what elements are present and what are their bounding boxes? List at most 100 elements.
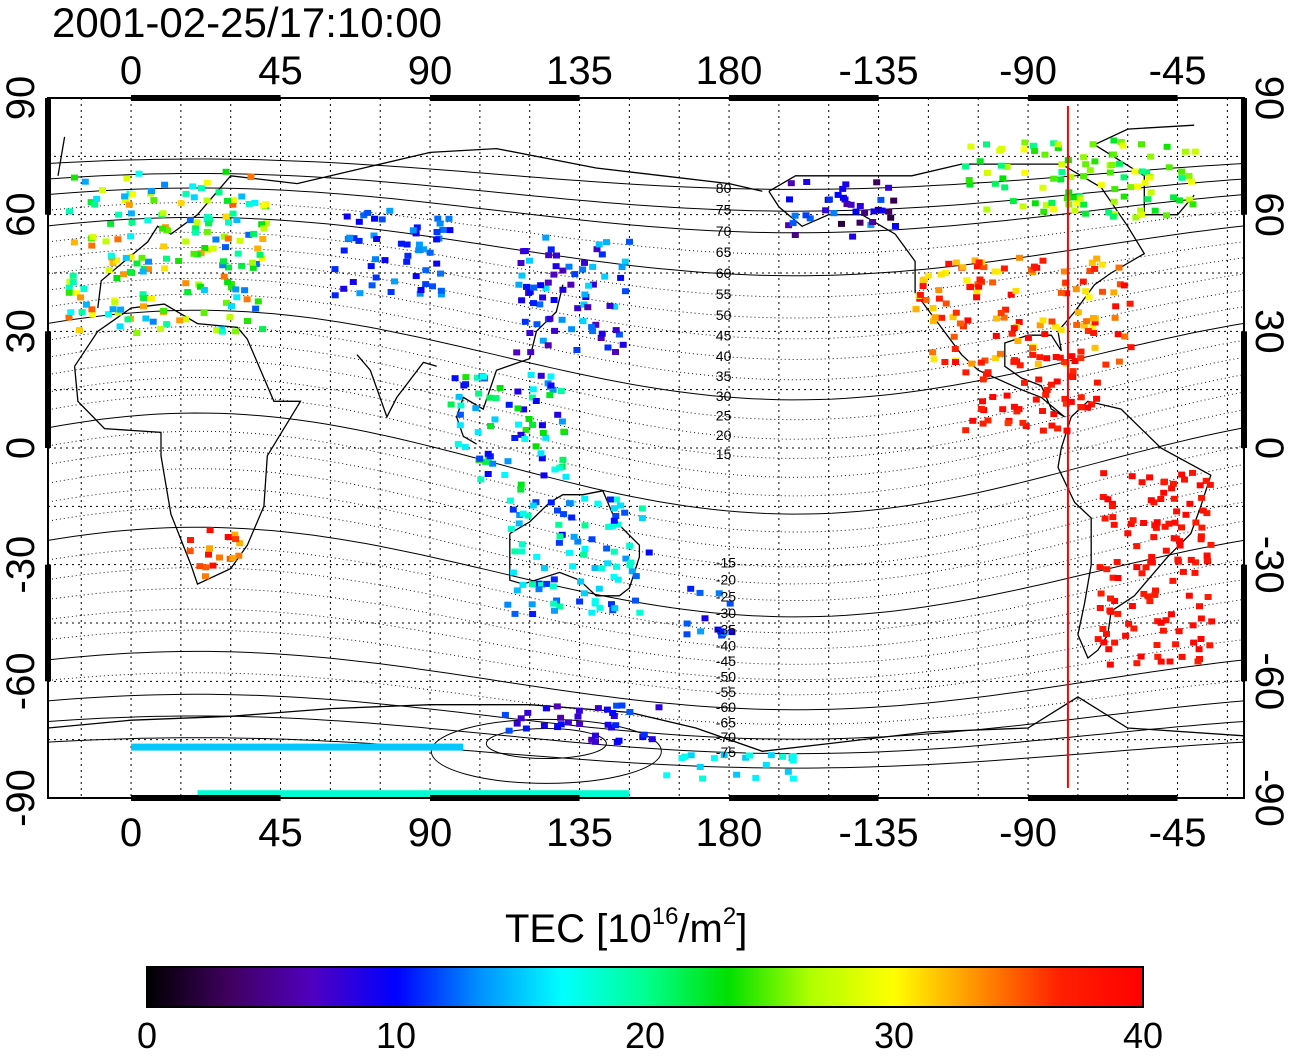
tec-cell: [580, 590, 588, 597]
tec-cell: [1096, 564, 1104, 571]
tec-cell: [977, 405, 985, 412]
tec-cell: [941, 359, 949, 365]
tec-cell: [789, 757, 797, 764]
tec-cell: [589, 281, 597, 288]
tec-cell: [1016, 254, 1023, 261]
bottom-axis-label: 45: [258, 811, 303, 855]
tec-cell: [129, 191, 136, 198]
tec-cell: [1138, 141, 1145, 148]
tec-cell: [618, 702, 626, 709]
tec-cell: [477, 476, 485, 483]
frame-bar-left: [45, 98, 51, 215]
tec-cell: [1120, 282, 1128, 289]
tec-cell: [1143, 169, 1151, 176]
tec-cell: [1208, 618, 1216, 625]
tec-cell: [559, 267, 567, 274]
tec-cell: [632, 597, 639, 604]
tec-cell: [249, 259, 256, 266]
tec-cell: [1077, 348, 1085, 355]
tec-cell: [1198, 494, 1206, 501]
tec-cell: [521, 318, 529, 325]
tec-cell: [426, 249, 434, 256]
tec-cell: [1116, 160, 1123, 167]
tec-cell: [456, 411, 464, 418]
tec-cell: [1021, 169, 1029, 176]
tec-cell: [451, 375, 459, 382]
tec-cell: [370, 232, 378, 239]
tec-cell: [530, 300, 537, 307]
tec-cell: [526, 257, 533, 264]
tec-cell: [224, 279, 232, 286]
tec-cell: [190, 194, 198, 201]
tec-cell: [632, 573, 640, 580]
mlat-label: 55: [716, 286, 732, 302]
tec-cell: [989, 394, 997, 400]
tec-cell: [544, 342, 552, 349]
tec-cell: [189, 183, 197, 190]
tec-cell: [1002, 306, 1010, 313]
tec-cell: [962, 369, 970, 376]
tec-cell: [997, 162, 1005, 169]
tec-cell: [564, 719, 572, 726]
tec-cell: [1091, 319, 1099, 326]
right-axis-label: -90: [1247, 769, 1291, 827]
tec-cell: [1157, 658, 1165, 665]
tec-cell: [610, 574, 618, 580]
tec-cell: [437, 270, 444, 277]
tec-cell: [1144, 593, 1152, 600]
tec-cell: [1070, 194, 1078, 201]
tec-cell: [526, 288, 534, 295]
tec-cell: [176, 317, 184, 324]
tec-cell: [983, 206, 991, 213]
tec-cell: [1114, 610, 1122, 617]
tec-cell: [567, 281, 575, 288]
mlat-label: -65: [716, 714, 736, 730]
tec-cell: [476, 455, 484, 462]
tec-cell: [539, 294, 547, 301]
right-axis-label: 30: [1247, 309, 1291, 354]
tec-cell: [640, 731, 648, 738]
tec-cell: [462, 374, 470, 381]
tec-cell: [1133, 660, 1141, 667]
tec-cell: [701, 615, 709, 622]
right-axis-label: -30: [1247, 536, 1291, 594]
mlat-label: 40: [716, 348, 732, 364]
tec-cell: [1008, 330, 1016, 337]
tec-cell: [496, 385, 504, 391]
tec-cell: [559, 286, 567, 293]
tec-cell: [1186, 196, 1194, 203]
tec-cell: [340, 285, 348, 292]
tec-cell: [192, 225, 200, 232]
tec-cell: [574, 538, 582, 545]
tec-cell: [613, 702, 621, 709]
tec-cell: [542, 434, 550, 441]
mlat-contour: [48, 737, 1244, 769]
tec-cell: [565, 500, 573, 507]
tec-cell: [1147, 497, 1155, 504]
tec-cell: [484, 450, 492, 457]
tec-cell: [585, 282, 593, 289]
tec-cell: [683, 620, 691, 627]
tec-cell: [1050, 175, 1058, 182]
tec-cell: [941, 270, 949, 276]
mlat-contour: [48, 187, 1244, 234]
tec-cell: [1138, 570, 1146, 577]
mlat-label: 75: [716, 202, 732, 218]
tec-cell: [550, 297, 558, 303]
tec-cell: [609, 710, 617, 716]
mlat-contour: [48, 650, 1244, 711]
tec-cell: [554, 507, 561, 514]
bottom-axis-label: 0: [120, 811, 142, 855]
tec-cell: [1060, 268, 1068, 275]
tec-cell: [65, 314, 73, 321]
tec-cell: [227, 284, 235, 291]
left-axis-label: 90: [0, 76, 43, 121]
tec-cell: [1041, 331, 1049, 337]
tec-cell: [532, 443, 540, 450]
tec-cell: [1109, 574, 1117, 581]
tec-cell: [621, 258, 629, 265]
tec-cell: [182, 238, 190, 245]
tec-cell: [1067, 174, 1075, 180]
tec-cell: [205, 220, 213, 227]
tec-cell: [976, 276, 984, 283]
